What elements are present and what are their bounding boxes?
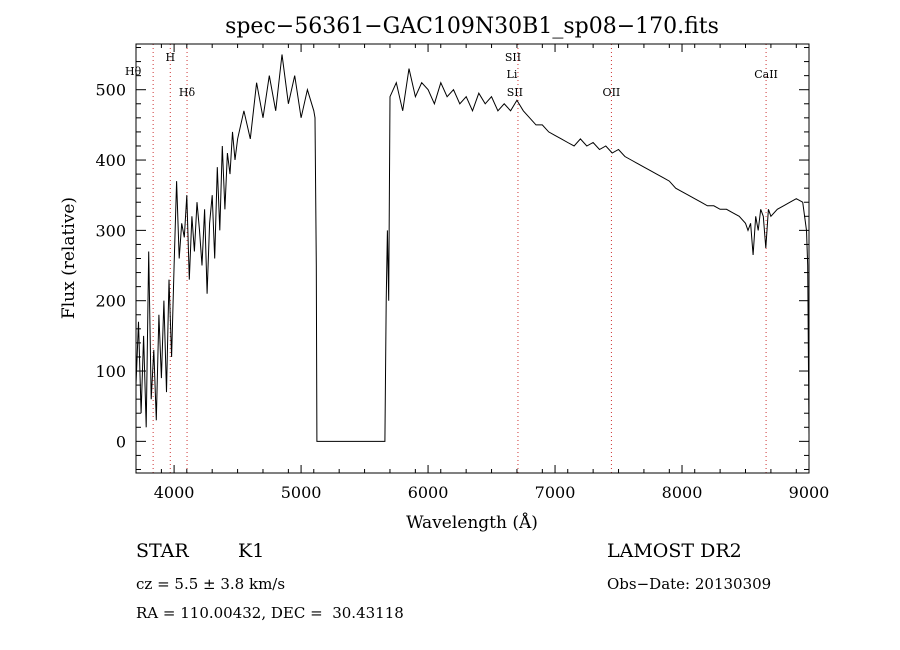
observation-date: Obs−Date: 20130309 xyxy=(607,575,772,593)
y-tick-label: 300 xyxy=(95,221,126,240)
y-axis-label: Flux (relative) xyxy=(59,197,79,319)
chart-title: spec−56361−GAC109N30B1_sp08−170.fits xyxy=(225,14,719,39)
emission-line-markers: Hθ H Hδ SII Li SII OII CaII xyxy=(125,44,778,473)
y-tick-label: 100 xyxy=(95,362,126,381)
line-marker-label: SII xyxy=(507,86,523,99)
line-marker-label: CaII xyxy=(754,68,778,81)
object-subclass: K1 xyxy=(238,540,265,562)
x-axis-label: Wavelength (Å) xyxy=(406,512,538,533)
y-tick-label: 0 xyxy=(116,432,126,451)
y-tick-label: 400 xyxy=(95,151,126,170)
line-marker-label: SII xyxy=(505,51,521,64)
x-tick-label: 9000 xyxy=(789,483,830,502)
line-marker-label: Hθ xyxy=(125,65,142,78)
survey-name: LAMOST DR2 xyxy=(607,540,742,562)
line-marker-label: Li xyxy=(507,68,518,81)
x-tick-label: 8000 xyxy=(662,483,703,502)
x-tick-label: 5000 xyxy=(281,483,322,502)
sky-coordinates: RA = 110.00432, DEC = 30.43118 xyxy=(136,604,404,622)
x-axis-ticks: 4000 5000 6000 7000 8000 9000 xyxy=(135,44,830,502)
line-marker-label: Hδ xyxy=(179,86,196,99)
line-marker-label: OII xyxy=(603,86,621,99)
x-tick-label: 6000 xyxy=(408,483,449,502)
x-tick-label: 7000 xyxy=(535,483,576,502)
spectrum-line xyxy=(135,54,810,442)
y-tick-label: 500 xyxy=(95,81,126,100)
plot-frame xyxy=(135,43,810,474)
y-axis-ticks: 0 100 200 300 400 500 xyxy=(95,47,809,470)
redshift-velocity: cz = 5.5 ± 3.8 km/s xyxy=(136,575,286,593)
x-tick-label: 4000 xyxy=(154,483,195,502)
y-tick-label: 200 xyxy=(95,292,126,311)
line-marker-label: H xyxy=(165,51,175,64)
object-class: STAR xyxy=(136,540,189,562)
